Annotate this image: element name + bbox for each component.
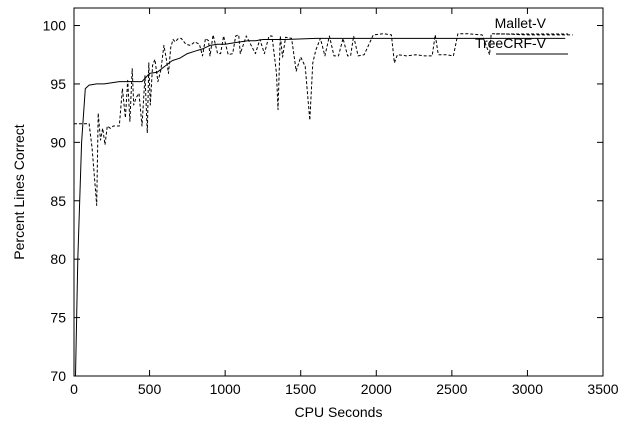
y-tick-label: 85 [50,193,66,209]
plot-frame [73,7,604,377]
series-group [74,33,573,376]
x-tick-label: 2000 [361,381,392,397]
x-tick-label: 1500 [285,381,316,397]
x-tick-label: 1000 [210,381,241,397]
y-tick-label: 95 [50,76,66,92]
x-tick-label: 3500 [587,381,618,397]
legend: Mallet-V TreeCRF-V [475,15,568,55]
y-tick-label: 75 [50,310,66,326]
x-axis-title: CPU Seconds [295,404,383,420]
series-line-mallet-v [74,33,573,206]
y-axis-title: Percent Lines Correct [11,124,27,260]
y-tick-label: 100 [43,18,67,34]
x-tick-label: 0 [70,381,78,397]
y-tick-label: 80 [50,251,66,267]
x-tick-label: 500 [138,381,162,397]
axis-tick-labels: 0 500 1000 1500 2000 2500 3000 3500 70 75 80 85 90 95… [43,18,619,397]
x-tick-label: 2500 [436,381,467,397]
x-tick-label: 3000 [512,381,543,397]
legend-label: Mallet-V [495,15,547,31]
y-tick-label: 90 [50,134,66,150]
y-tick-label: 70 [50,368,66,384]
series-line-treecrf-v [74,37,566,376]
plot-area [74,33,573,376]
legend-label: TreeCRF-V [475,35,547,51]
